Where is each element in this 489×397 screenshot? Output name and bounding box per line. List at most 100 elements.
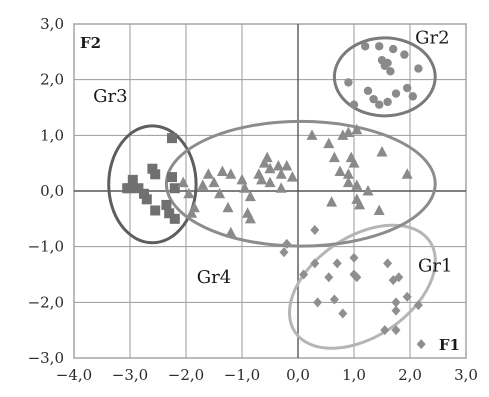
point-square [127, 174, 138, 185]
point-square [147, 163, 158, 174]
point-circle [389, 44, 398, 54]
point-triangle [323, 137, 335, 149]
point-circle [391, 89, 401, 98]
point-triangle [342, 168, 354, 179]
point-diamond [380, 325, 390, 336]
x-tick-label: −3,0 [112, 366, 148, 384]
point-triangle [186, 207, 198, 218]
labels: F2 F1 Gr1 Gr2 Gr3 Gr4 [80, 27, 460, 354]
point-triangle [225, 226, 237, 238]
x-tick-label: 3,0 [454, 366, 478, 384]
point-triangle [256, 173, 268, 185]
point-circle [361, 42, 370, 51]
point-triangle [202, 168, 214, 179]
point-square [122, 183, 133, 194]
point-diamond [391, 325, 401, 336]
point-triangle [348, 157, 360, 168]
point-square [161, 199, 172, 210]
point-diamond [279, 247, 289, 258]
point-triangle [225, 168, 237, 179]
point-circle [375, 100, 384, 109]
group-label: Gr4 [197, 267, 231, 288]
y-tick-label: 0,0 [40, 182, 64, 200]
point-triangle [342, 176, 354, 188]
point-diamond [402, 291, 412, 302]
point-triangle [275, 168, 287, 179]
point-diamond [329, 294, 339, 305]
point-circle [369, 94, 378, 104]
point-circle [349, 100, 359, 109]
point-circle [400, 50, 409, 59]
x-tick-label: 2,0 [398, 366, 422, 384]
point-circle [363, 86, 373, 96]
y-tick-label: 3,0 [40, 15, 64, 33]
point-square [167, 172, 177, 183]
group-ellipse [107, 124, 198, 245]
point-circle [383, 97, 392, 107]
group-ellipses [107, 36, 437, 350]
point-circle [375, 42, 384, 51]
x-axis-label: F1 [439, 336, 460, 354]
x-tick-label: −4,0 [56, 366, 92, 384]
point-triangle [286, 171, 298, 182]
point-diamond [310, 258, 320, 269]
y-tick-label: −1,0 [28, 238, 64, 256]
group-label: Gr3 [93, 86, 127, 107]
point-diamond [310, 224, 320, 235]
point-triangle [354, 198, 366, 210]
x-tick-label: 0,0 [286, 366, 310, 384]
point-diamond [332, 258, 342, 269]
point-circle [403, 83, 412, 93]
point-triangle [244, 190, 256, 202]
point-diamond [391, 305, 401, 316]
point-triangle [239, 182, 251, 193]
point-triangle [264, 162, 276, 174]
x-tick-label: 1,0 [342, 366, 366, 384]
tick-labels: −4,0 −3,0 −2,0 −1,0 0,0 1,0 2,0 3,0−3,0−2,0−1,0… [28, 15, 478, 384]
point-circle [408, 92, 417, 101]
point-square [169, 213, 180, 224]
point-diamond [383, 258, 393, 269]
point-diamond [282, 238, 292, 249]
y-tick-label: −2,0 [28, 293, 64, 311]
point-diamond [324, 272, 334, 283]
point-square [150, 205, 161, 216]
group-label: Gr1 [418, 256, 452, 277]
point-triangle [362, 185, 374, 196]
point-triangle [342, 126, 354, 138]
point-square [167, 133, 177, 144]
x-tick-label: −1,0 [224, 366, 260, 384]
point-circle [383, 58, 392, 68]
point-triangle [183, 187, 195, 199]
point-triangle [214, 187, 226, 199]
point-triangle [401, 168, 413, 179]
point-diamond [394, 272, 404, 283]
y-tick-label: −3,0 [28, 349, 64, 367]
y-tick-label: 2,0 [40, 71, 64, 89]
point-triangle [328, 151, 340, 163]
point-triangle [222, 201, 234, 213]
point-triangle [326, 196, 338, 207]
point-square [139, 188, 149, 199]
point-triangle [264, 176, 276, 188]
point-triangle [208, 176, 220, 188]
point-triangle [216, 165, 228, 177]
point-triangle [281, 159, 293, 171]
point-circle [344, 78, 353, 87]
y-axis-label: F2 [80, 34, 101, 52]
point-circle [386, 67, 395, 76]
point-diamond [391, 297, 401, 308]
x-tick-label: −2,0 [168, 366, 204, 384]
point-triangle [373, 204, 385, 215]
point-triangle [272, 159, 284, 171]
point-diamond [416, 339, 426, 350]
point-triangle [275, 182, 287, 193]
point-square [150, 169, 161, 180]
point-square [169, 183, 180, 194]
y-tick-label: 1,0 [40, 126, 64, 144]
point-triangle [306, 129, 318, 140]
point-triangle [197, 179, 209, 190]
point-triangle [177, 176, 189, 188]
point-square [133, 183, 144, 194]
